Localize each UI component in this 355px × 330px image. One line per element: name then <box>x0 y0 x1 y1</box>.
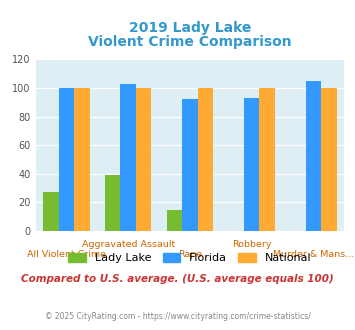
Legend: Lady Lake, Florida, National: Lady Lake, Florida, National <box>64 248 316 267</box>
Bar <box>59 88 74 231</box>
Bar <box>182 99 198 231</box>
Bar <box>105 175 120 231</box>
Bar <box>244 98 260 231</box>
Text: Compared to U.S. average. (U.S. average equals 100): Compared to U.S. average. (U.S. average … <box>21 274 334 284</box>
Bar <box>74 88 89 231</box>
Text: Rape: Rape <box>178 249 202 259</box>
Bar <box>136 88 151 231</box>
Text: Murder & Mans...: Murder & Mans... <box>273 249 354 259</box>
Text: Aggravated Assault: Aggravated Assault <box>82 240 175 248</box>
Text: 2019 Lady Lake: 2019 Lady Lake <box>129 21 251 35</box>
Bar <box>260 88 275 231</box>
Text: Robbery: Robbery <box>232 240 272 248</box>
Bar <box>321 88 337 231</box>
Bar <box>306 81 321 231</box>
Bar <box>198 88 213 231</box>
Text: © 2025 CityRating.com - https://www.cityrating.com/crime-statistics/: © 2025 CityRating.com - https://www.city… <box>45 312 310 321</box>
Text: Violent Crime Comparison: Violent Crime Comparison <box>88 35 292 49</box>
Bar <box>43 192 59 231</box>
Text: All Violent Crime: All Violent Crime <box>27 249 106 259</box>
Bar <box>120 84 136 231</box>
Bar <box>167 210 182 231</box>
